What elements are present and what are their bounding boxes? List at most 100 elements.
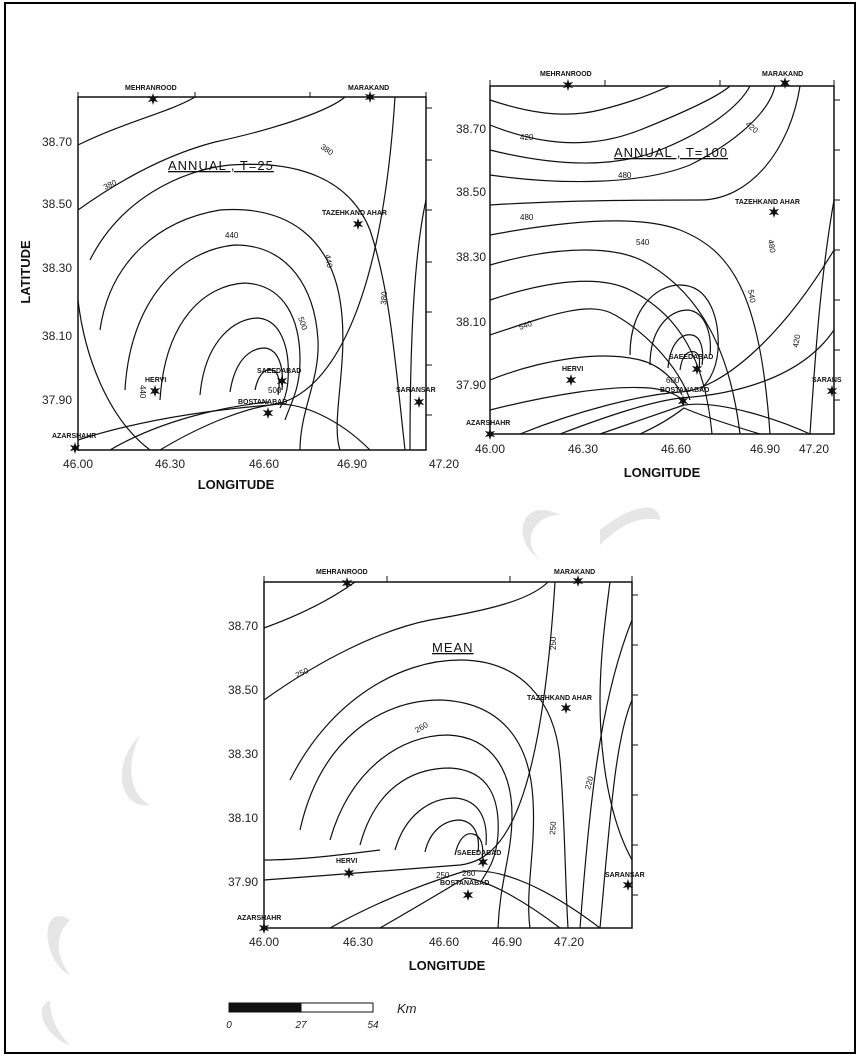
star-icon [352, 218, 364, 230]
station-label: AZARSHAHR [466, 420, 510, 427]
isoline-label: 380 [319, 142, 336, 157]
map-title: ANNUAL , T=25 [168, 158, 274, 173]
map-mean-border [263, 581, 633, 929]
isoline-labels: 380 380 440 440 500 380 440 500 [102, 142, 389, 399]
isoline-label: 440 [323, 254, 334, 269]
star-icon [341, 577, 353, 589]
x-tick: 46.90 [337, 457, 367, 471]
isoline-label: 420 [520, 133, 534, 142]
station-label: BOSTANABAD [440, 880, 489, 887]
star-icon [462, 889, 474, 901]
isoline-label: 420 [744, 120, 760, 136]
isoline-label: 250 [294, 666, 310, 680]
y-tick: 37.90 [228, 875, 258, 889]
x-tick: 46.60 [661, 442, 691, 456]
map-t100-border [489, 85, 835, 435]
scale-bar: 0 27 54 Km [226, 1001, 416, 1031]
map-title: MEAN [432, 640, 474, 655]
isoline-label: 260 [414, 720, 431, 735]
x-axis-title: LONGITUDE [198, 477, 275, 492]
star-icon [779, 77, 791, 89]
y-axis-title: LATITUDE [18, 240, 33, 304]
x-tick: 46.30 [568, 442, 598, 456]
x-tick: 46.60 [249, 457, 279, 471]
isoline-label: 540 [518, 319, 534, 332]
map-annual-t100: 420 420 480 480 540 480 540 420 540 600 … [456, 71, 842, 480]
isoline-label: 440 [138, 385, 147, 399]
x-axis-title: LONGITUDE [624, 465, 701, 480]
y-tick: 38.10 [456, 315, 486, 329]
station-label: MARAKAND [348, 85, 389, 92]
station-label: MEHRANROOD [540, 71, 592, 78]
x-tick: 46.90 [492, 935, 522, 949]
isoline-label: 480 [618, 171, 632, 180]
star-icon [572, 575, 584, 587]
station-label: MEHRANROOD [125, 85, 177, 92]
watermark [41, 507, 660, 1045]
x-tick: 46.30 [155, 457, 185, 471]
isolines [77, 96, 427, 451]
scale-bar-white-segment [300, 1002, 374, 1013]
star-icon [276, 375, 288, 387]
isoline-labels: 250 250 260 250 220 250 260 [294, 636, 595, 880]
y-tick: 38.10 [228, 811, 258, 825]
y-tick: 38.70 [456, 122, 486, 136]
x-tick: 46.90 [750, 442, 780, 456]
y-tick: 38.10 [42, 329, 72, 343]
y-tick: 38.70 [228, 619, 258, 633]
station-label: AZARSHAHR [52, 433, 96, 440]
isoline-label: 480 [766, 239, 777, 254]
stations: MEHRANROOD MARAKAND TAZEHKAND AHAR HERVI… [52, 85, 436, 454]
map-mean: 250 250 260 250 220 250 260 MEAN MEHRANR… [228, 569, 645, 973]
x-tick: 47.20 [429, 457, 459, 471]
star-icon [484, 428, 496, 440]
star-icon [147, 93, 159, 105]
x-tick: 46.60 [429, 935, 459, 949]
isoline-label: 500 [268, 386, 282, 395]
y-tick: 37.90 [456, 378, 486, 392]
isoline-label: 250 [548, 821, 558, 836]
station-label: MARAKAND [554, 569, 595, 576]
station-label: SARANSAR [605, 872, 645, 879]
scale-label: 54 [367, 1020, 379, 1031]
scale-bar-black-segment [229, 1003, 301, 1012]
station-label: SAEEDABAD [669, 354, 713, 361]
scale-label: 27 [294, 1020, 307, 1031]
station-label: AZARSHAHR [237, 915, 281, 922]
star-icon [560, 702, 572, 714]
star-icon [262, 407, 274, 419]
x-axis-title: LONGITUDE [409, 958, 486, 973]
isolines [263, 581, 633, 929]
station-label: SAEEDABAD [457, 850, 501, 857]
scale-unit: Km [397, 1001, 417, 1016]
isoline-label: 220 [583, 775, 595, 791]
isoline-label: 540 [746, 289, 757, 304]
star-icon [826, 385, 838, 397]
y-tick: 38.70 [42, 135, 72, 149]
station-label: BOSTANABAD [238, 399, 287, 406]
map-annual-t25: 380 380 440 440 500 380 440 500 ANNUAL ,… [18, 85, 459, 492]
y-tick: 38.50 [42, 197, 72, 211]
star-icon [622, 879, 634, 891]
station-label: TAZEHKAND AHAR [322, 210, 387, 217]
y-tick: 38.50 [228, 683, 258, 697]
star-icon [364, 91, 376, 103]
isoline-label: 440 [225, 231, 239, 240]
isoline-label: 420 [791, 333, 802, 348]
y-tick: 37.90 [42, 393, 72, 407]
isoline-label: 380 [379, 291, 389, 306]
station-label: SARANSAR [396, 387, 436, 394]
x-tick: 46.00 [63, 457, 93, 471]
station-label: HERVI [562, 366, 583, 373]
isoline-label: 540 [636, 238, 650, 247]
star-icon [562, 79, 574, 91]
star-icon [477, 856, 489, 868]
isoline-labels: 420 420 480 480 540 480 540 420 540 600 [518, 120, 803, 385]
star-icon [691, 363, 703, 375]
y-tick: 38.50 [456, 185, 486, 199]
station-label: TAZEHKAND AHAR [735, 199, 800, 206]
star-icon [413, 396, 425, 408]
station-label: HERVI [145, 377, 166, 384]
scale-label: 0 [226, 1020, 232, 1031]
star-icon [677, 395, 689, 407]
